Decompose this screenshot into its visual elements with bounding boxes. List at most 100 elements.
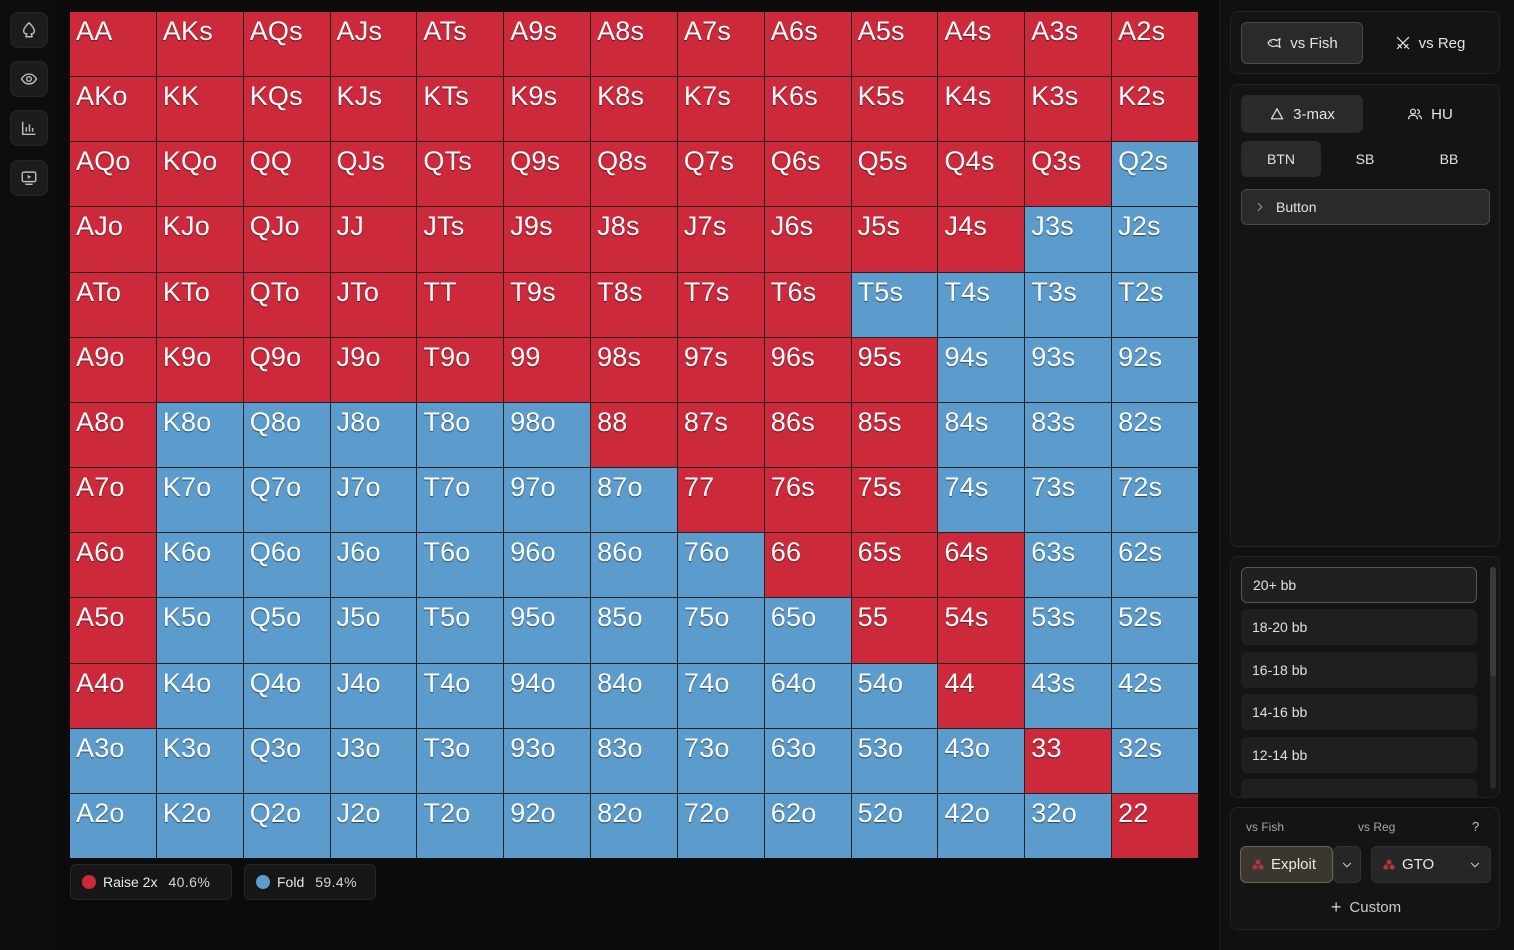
hand-cell[interactable]: T5o	[417, 598, 504, 663]
exploit-strategy-button[interactable]: Exploit	[1240, 846, 1333, 883]
stack-depth-item[interactable]: 20+ bb	[1241, 567, 1477, 603]
spade-rail-button[interactable]	[10, 12, 48, 48]
hand-cell[interactable]: T4o	[417, 663, 504, 728]
hand-cell[interactable]: T7s	[677, 272, 764, 337]
position-select[interactable]: Button	[1241, 189, 1490, 225]
hand-cell[interactable]: K2s	[1112, 77, 1198, 142]
video-rail-button[interactable]	[10, 160, 48, 196]
hand-cell[interactable]: J5o	[330, 598, 417, 663]
stack-depth-item[interactable]: 14-16 bb	[1241, 694, 1477, 730]
legend-raise[interactable]: Raise 2x 40.6%	[70, 864, 232, 900]
hand-cell[interactable]: J7o	[330, 468, 417, 533]
hand-cell[interactable]: 85s	[851, 402, 938, 468]
hand-cell[interactable]: 44	[938, 663, 1025, 728]
hand-cell[interactable]: T3o	[417, 728, 504, 793]
hand-cell[interactable]: QJo	[243, 207, 330, 272]
hand-cell[interactable]: J3o	[330, 728, 417, 793]
hand-cell[interactable]: 52s	[1112, 598, 1198, 663]
hand-cell[interactable]: 22	[1112, 793, 1198, 858]
hand-cell[interactable]: Q2o	[243, 793, 330, 858]
hand-cell[interactable]: AQs	[243, 12, 330, 77]
hand-cell[interactable]: J6s	[764, 207, 851, 272]
hand-cell[interactable]: 97s	[677, 337, 764, 402]
hand-cell[interactable]: T8s	[591, 272, 677, 337]
hand-cell[interactable]: 72s	[1112, 468, 1198, 533]
hand-cell[interactable]: 77	[677, 468, 764, 533]
hand-cell[interactable]: 76s	[764, 468, 851, 533]
exploit-dropdown-toggle[interactable]	[1333, 846, 1361, 883]
stack-depth-item[interactable]: 12-14 bb	[1241, 737, 1477, 773]
hand-cell[interactable]: AQo	[70, 142, 156, 207]
hand-cell[interactable]: K3o	[156, 728, 243, 793]
hand-cell[interactable]: 63o	[764, 728, 851, 793]
hand-cell[interactable]: 72o	[677, 793, 764, 858]
hand-cell[interactable]: T2s	[1112, 272, 1198, 337]
hand-cell[interactable]: Q7s	[677, 142, 764, 207]
hand-cell[interactable]: AJs	[330, 12, 417, 77]
hand-cell[interactable]: K5o	[156, 598, 243, 663]
hand-cell[interactable]: Q2s	[1112, 142, 1198, 207]
hand-cell[interactable]: 52o	[851, 793, 938, 858]
hand-cell[interactable]: T8o	[417, 402, 504, 468]
hand-cell[interactable]: 63s	[1025, 533, 1112, 598]
hand-cell[interactable]: QQ	[243, 142, 330, 207]
hand-cell[interactable]: A8o	[70, 402, 156, 468]
hand-cell[interactable]: J4s	[938, 207, 1025, 272]
hand-cell[interactable]: Q4o	[243, 663, 330, 728]
hand-cell[interactable]: A4o	[70, 663, 156, 728]
hand-cell[interactable]: 86s	[764, 402, 851, 468]
hand-cell[interactable]: 73o	[677, 728, 764, 793]
hand-cell[interactable]: KTo	[156, 272, 243, 337]
hand-cell[interactable]: 62s	[1112, 533, 1198, 598]
hand-cell[interactable]: A5s	[851, 12, 938, 77]
hand-cell[interactable]: K7o	[156, 468, 243, 533]
hand-cell[interactable]: K2o	[156, 793, 243, 858]
hand-cell[interactable]: J9s	[504, 207, 591, 272]
hand-cell[interactable]: A9o	[70, 337, 156, 402]
hand-cell[interactable]: 93s	[1025, 337, 1112, 402]
hand-cell[interactable]: 87s	[677, 402, 764, 468]
hand-cell[interactable]: K6o	[156, 533, 243, 598]
hand-cell[interactable]: QTs	[417, 142, 504, 207]
vs-reg-tab[interactable]: vs Reg	[1369, 22, 1491, 64]
hand-cell[interactable]: A7o	[70, 468, 156, 533]
hand-cell[interactable]: A9s	[504, 12, 591, 77]
hand-cell[interactable]: JTo	[330, 272, 417, 337]
hand-cell[interactable]: 53s	[1025, 598, 1112, 663]
hand-cell[interactable]: ATs	[417, 12, 504, 77]
hand-cell[interactable]: 64o	[764, 663, 851, 728]
hand-cell[interactable]: JJ	[330, 207, 417, 272]
stack-list-scrollbar[interactable]	[1490, 567, 1496, 789]
hand-cell[interactable]: 43s	[1025, 663, 1112, 728]
tab-3-max[interactable]: 3-max	[1241, 95, 1363, 133]
hand-cell[interactable]: 74s	[938, 468, 1025, 533]
hand-cell[interactable]: K8o	[156, 402, 243, 468]
hand-cell[interactable]: TT	[417, 272, 504, 337]
hand-cell[interactable]: J9o	[330, 337, 417, 402]
hand-cell[interactable]: A3o	[70, 728, 156, 793]
hand-cell[interactable]: Q3o	[243, 728, 330, 793]
hand-cell[interactable]: J2o	[330, 793, 417, 858]
position-bb[interactable]: BB	[1409, 141, 1489, 177]
hand-cell[interactable]: 98o	[504, 402, 591, 468]
hand-cell[interactable]: A4s	[938, 12, 1025, 77]
hand-cell[interactable]: 53o	[851, 728, 938, 793]
hand-cell[interactable]: 95s	[851, 337, 938, 402]
hand-cell[interactable]: 92o	[504, 793, 591, 858]
position-sb[interactable]: SB	[1325, 141, 1405, 177]
hand-cell[interactable]: AA	[70, 12, 156, 77]
hand-cell[interactable]: A5o	[70, 598, 156, 663]
hand-cell[interactable]: 74o	[677, 663, 764, 728]
hand-cell[interactable]: 83o	[591, 728, 677, 793]
hand-cell[interactable]: 73s	[1025, 468, 1112, 533]
hand-cell[interactable]: 92s	[1112, 337, 1198, 402]
hand-cell[interactable]: J2s	[1112, 207, 1198, 272]
hand-cell[interactable]: KJs	[330, 77, 417, 142]
hand-cell[interactable]: 87o	[591, 468, 677, 533]
hand-cell[interactable]: T7o	[417, 468, 504, 533]
hand-cell[interactable]: AJo	[70, 207, 156, 272]
add-custom-strategy-button[interactable]: + Custom	[1291, 894, 1441, 920]
hand-cell[interactable]: J7s	[677, 207, 764, 272]
hand-cell[interactable]: Q8s	[591, 142, 677, 207]
hand-cell[interactable]: 83s	[1025, 402, 1112, 468]
